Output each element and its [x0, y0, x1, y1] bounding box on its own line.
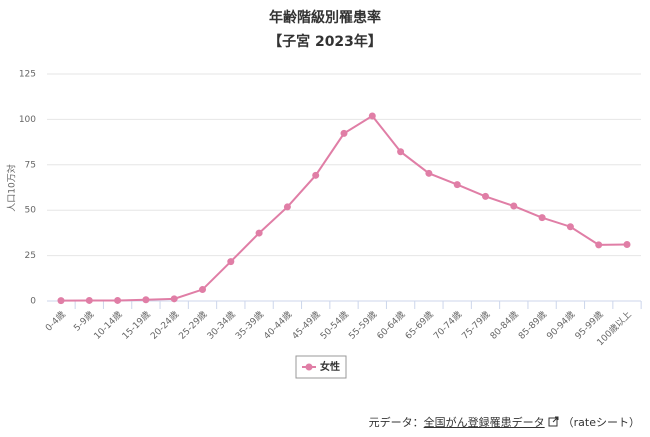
x-tick-label: 30-34歳: [204, 308, 237, 341]
point: [170, 295, 178, 303]
x-tick-label: 55-59歳: [346, 308, 379, 341]
x-tick-label: 20-24歳: [148, 308, 181, 341]
x-tick-label: 80-84歳: [487, 308, 520, 341]
point: [85, 296, 93, 304]
point: [623, 241, 631, 249]
point: [453, 181, 461, 189]
point: [397, 148, 405, 156]
x-tick-label: 65-69歳: [402, 308, 435, 341]
point: [482, 192, 489, 200]
x-tick-label: 35-39歳: [233, 308, 266, 341]
point: [510, 202, 518, 210]
y-tick-label: 100: [19, 115, 36, 125]
chart-subtitle: 【子宮 2023年】: [268, 33, 382, 50]
source-prefix: 元データ：: [368, 416, 424, 429]
point: [255, 229, 263, 237]
x-tick-label: 15-19歳: [119, 308, 152, 341]
legend-box: [295, 355, 347, 379]
y-tick-label: 125: [19, 70, 36, 80]
point: [57, 297, 65, 305]
line: [60, 114, 628, 302]
x-tick-label: 5-9歳: [71, 308, 96, 333]
legend-label: 女性: [320, 360, 340, 373]
x-tick-label: 70-74歳: [431, 308, 464, 341]
y-tick-label: 0: [30, 297, 36, 307]
source-suffix: （rateシート）: [562, 416, 640, 429]
x-tick-label: 60-64歳: [374, 308, 407, 341]
y-tick-label: 25: [25, 251, 36, 261]
point: [340, 129, 348, 137]
source-note: 元データ：全国がん登録罹患データ （rateシート）: [0, 414, 640, 430]
point: [538, 214, 546, 222]
point: [368, 112, 376, 120]
point: [312, 171, 320, 179]
point: [566, 223, 574, 231]
point: [227, 258, 235, 266]
external-link-icon: [548, 416, 559, 427]
x-tick-label: 50-54歳: [318, 308, 351, 341]
point: [142, 296, 150, 304]
x-tick-label: 75-79歳: [459, 308, 492, 341]
point: [425, 169, 433, 177]
y-axis-label: 人口10万対: [6, 164, 18, 211]
x-tick-label: 0-4歳: [43, 308, 68, 333]
chart-title: 年齢階級別罹患率: [269, 9, 381, 26]
point: [595, 241, 603, 249]
x-tick-label: 40-44歳: [261, 308, 294, 341]
source-link[interactable]: 全国がん登録罹患データ: [423, 416, 545, 429]
y-tick-label: 50: [25, 206, 37, 216]
x-tick-label: 25-29歳: [176, 308, 209, 341]
x-tick-label: 85-89歳: [516, 308, 549, 341]
point: [114, 296, 122, 304]
point: [283, 203, 291, 211]
point: [199, 286, 206, 294]
y-tick-label: 75: [25, 160, 36, 170]
x-tick-label: 45-49歳: [289, 308, 322, 341]
x-tick-label: 90-94歳: [544, 308, 577, 341]
legend-marker: [305, 363, 313, 371]
x-tick-label: 10-14歳: [91, 308, 124, 341]
chart: 年齢階級別罹患率 【子宮 2023年】 人口10万対 0 25 50 75 100 125…: [6, 9, 642, 379]
